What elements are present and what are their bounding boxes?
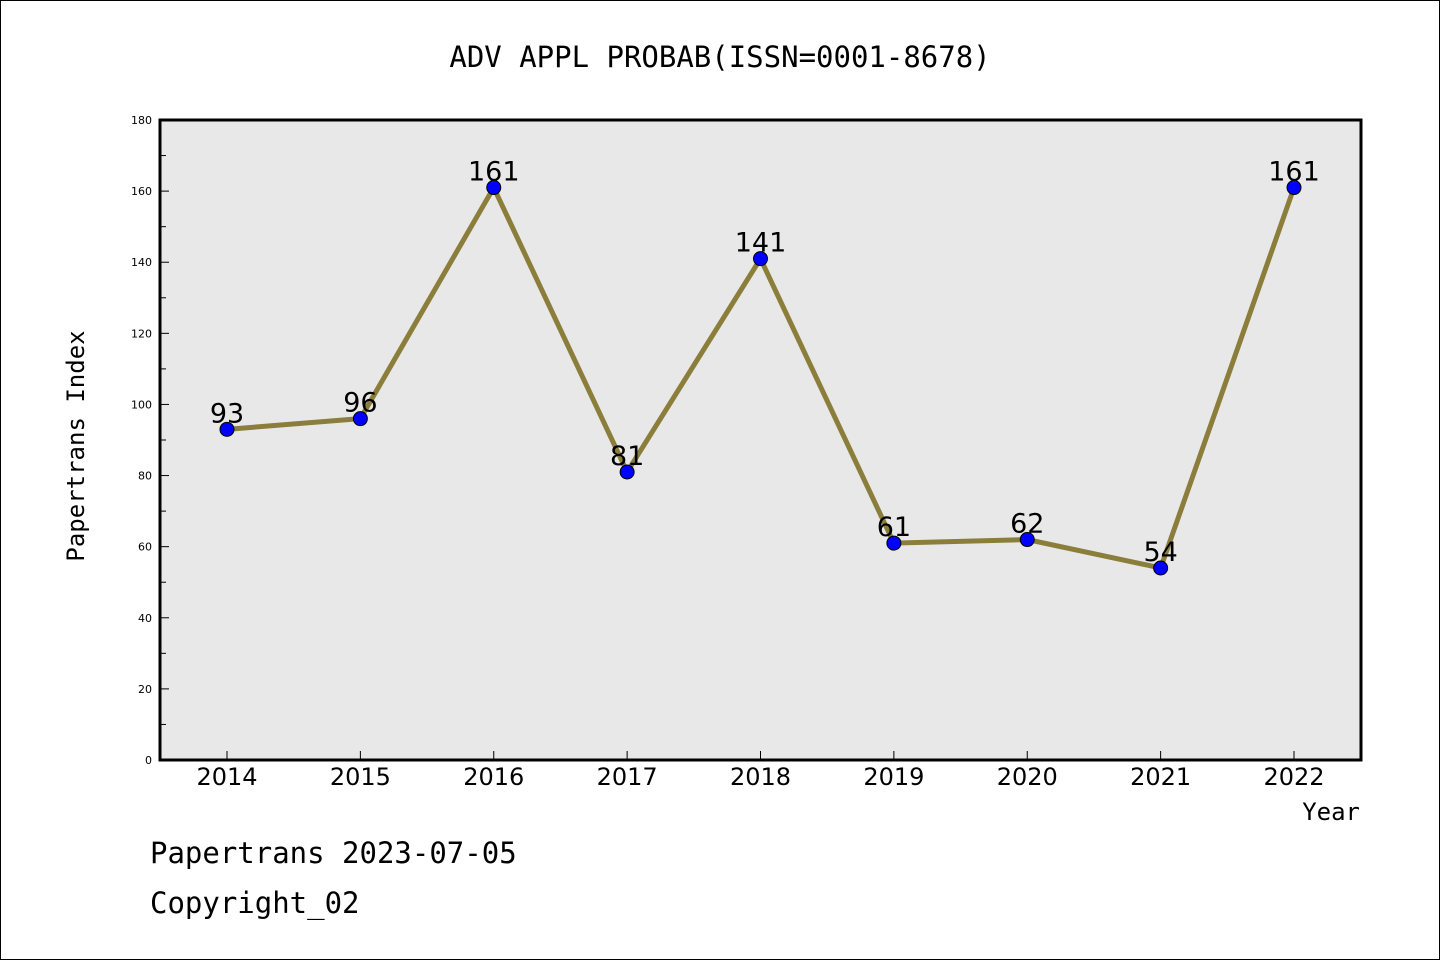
data-label: 93 (210, 398, 244, 429)
data-point (886, 535, 902, 551)
x-axis-label: Year (1302, 798, 1360, 826)
data-point (1153, 560, 1169, 576)
data-label: 161 (468, 157, 520, 188)
x-tick-label: 2018 (730, 763, 791, 791)
y-tick-label: 40 (138, 612, 152, 625)
data-point (753, 251, 768, 267)
x-tick-label: 2015 (330, 763, 391, 791)
y-tick-label: 80 (138, 470, 152, 483)
y-tick-label: 60 (138, 541, 152, 554)
data-label: 81 (610, 441, 644, 472)
data-label: 161 (1268, 157, 1320, 188)
y-tick-label: 180 (131, 114, 152, 127)
data-point (619, 464, 635, 480)
data-point (1019, 532, 1035, 548)
x-axis: 2014 2015 2016 2017 2018 2019 2020 2021 2022 (196, 751, 1325, 791)
data-label: 96 (343, 388, 377, 419)
data-point (486, 180, 502, 196)
data-label: 141 (735, 228, 787, 259)
y-tick-label: 0 (145, 754, 152, 767)
y-tick-label: 160 (131, 185, 152, 198)
y-tick-label: 140 (131, 256, 152, 269)
chart-title: ADV APPL PROBAB(ISSN=0001-8678) (449, 40, 990, 74)
x-tick-label: 2021 (1130, 763, 1191, 791)
data-label: 54 (1143, 537, 1177, 568)
data-point (352, 411, 368, 427)
x-tick-label: 2019 (863, 763, 924, 791)
x-tick-label: 2020 (997, 763, 1058, 791)
y-axis-label: Papertrans Index (62, 330, 90, 561)
footer-date: Papertrans 2023-07-05 (150, 836, 517, 870)
data-point (1286, 180, 1302, 196)
data-point (219, 421, 235, 437)
data-label: 61 (877, 512, 911, 543)
x-tick-label: 2022 (1263, 763, 1324, 791)
y-tick-label: 100 (131, 398, 152, 411)
y-tick-label: 20 (138, 683, 152, 696)
y-tick-label: 120 (131, 327, 152, 340)
x-tick-label: 2016 (463, 763, 524, 791)
footer-copyright: Copyright_02 (150, 886, 360, 920)
series-layer: 93 96 161 81 141 61 62 54 161 (210, 157, 1320, 576)
x-tick-label: 2017 (597, 763, 658, 791)
data-label: 62 (1010, 509, 1044, 540)
x-tick-label: 2014 (196, 763, 257, 791)
y-axis: 0 20 40 60 80 100 120 140 160 180 (131, 114, 169, 767)
plot-area (158, 118, 1363, 762)
